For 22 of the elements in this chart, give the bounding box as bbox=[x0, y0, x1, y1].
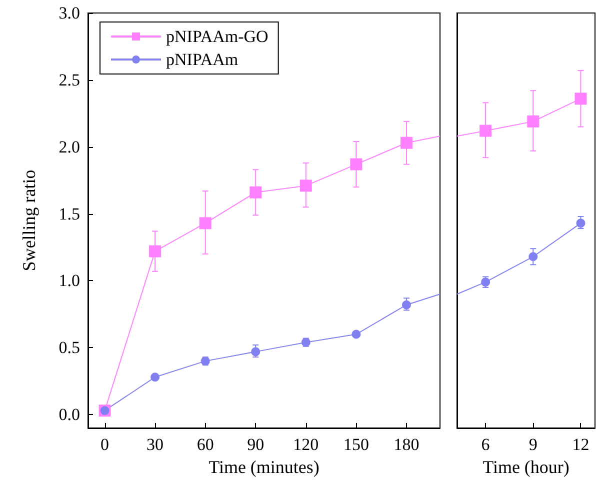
x-axis-title: Time (minutes) bbox=[208, 457, 320, 477]
x-tick-label: 120 bbox=[293, 435, 319, 454]
legend-label: pNIPAAm-GO bbox=[166, 27, 268, 46]
y-tick-label: 2.5 bbox=[58, 70, 80, 90]
y-tick-label: 0.0 bbox=[58, 405, 80, 424]
x-tick-label: 180 bbox=[394, 435, 420, 454]
y-tick-label: 1.0 bbox=[58, 271, 80, 290]
y-tick-label: 2.0 bbox=[58, 137, 80, 156]
x-tick-label: 12 bbox=[572, 435, 590, 454]
y-tick-label: 3.0 bbox=[58, 4, 80, 22]
y-tick-label: 1.5 bbox=[58, 204, 80, 224]
x-tick-label: 6 bbox=[481, 435, 490, 454]
x-tick-label: 9 bbox=[528, 435, 538, 454]
y-axis-title: Swelling ratio bbox=[19, 170, 39, 272]
y-tick-label: 0.5 bbox=[58, 338, 80, 358]
x-tick-label: 30 bbox=[146, 435, 164, 454]
x-tick-label: 150 bbox=[343, 435, 369, 454]
legend-label: pNIPAAm bbox=[166, 50, 238, 69]
x-axis-title: Time (hour) bbox=[482, 457, 570, 477]
x-tick-label: 90 bbox=[247, 435, 264, 454]
x-tick-label: 60 bbox=[196, 435, 214, 454]
x-tick-label: 0 bbox=[100, 435, 110, 454]
